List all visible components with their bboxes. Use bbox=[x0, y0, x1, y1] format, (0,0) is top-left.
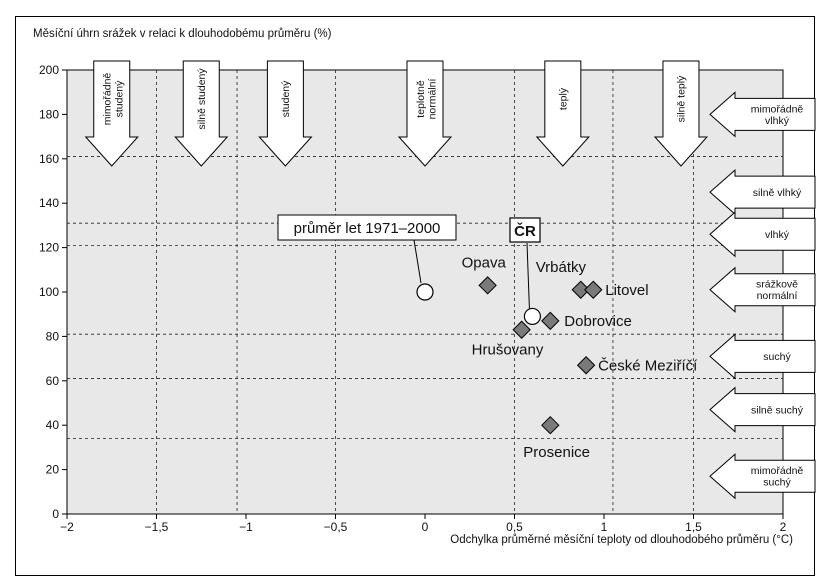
station-label: Prosenice bbox=[523, 444, 590, 461]
precipitation-category-arrow bbox=[709, 333, 816, 380]
cr-point bbox=[523, 307, 542, 326]
precipitation-category-arrow bbox=[709, 266, 816, 313]
y-tick-label: 200 bbox=[39, 63, 59, 77]
station-label: České Meziříčí bbox=[598, 357, 698, 374]
station-marker bbox=[571, 280, 590, 299]
precipitation-category-label: mimořádně vlhký bbox=[751, 103, 804, 127]
average-callout-pointer bbox=[413, 239, 422, 284]
station-label: Opava bbox=[462, 254, 507, 271]
x-tick-label: 1,5 bbox=[685, 520, 702, 534]
temperature-category-arrow bbox=[258, 60, 313, 167]
temperature-category-label: teplý bbox=[558, 87, 570, 110]
temperature-category-arrow bbox=[535, 60, 590, 167]
y-tick-label: 180 bbox=[39, 107, 59, 121]
cr-callout-pointer bbox=[526, 242, 530, 309]
precipitation-category-label: silně vlhký bbox=[753, 187, 802, 199]
y-tick-label: 20 bbox=[46, 463, 60, 477]
x-tick-label: 0,5 bbox=[506, 520, 523, 534]
x-tick-label: −1 bbox=[239, 520, 253, 534]
average-point bbox=[416, 283, 434, 301]
x-axis-title: Odchylka průměrné měsíční teploty od dlo… bbox=[450, 534, 793, 546]
y-tick-label: 160 bbox=[39, 152, 59, 166]
temperature-category-label: silně studený bbox=[196, 68, 208, 130]
station-marker bbox=[584, 280, 603, 299]
cr-callout-label: ČR bbox=[514, 222, 536, 240]
precipitation-category-label: suchý bbox=[763, 351, 791, 363]
temperature-category-arrow bbox=[653, 60, 709, 167]
y-tick-label: 0 bbox=[52, 507, 59, 521]
y-tick-label: 80 bbox=[46, 329, 60, 343]
y-tick-label: 60 bbox=[46, 374, 60, 388]
y-tick-label: 100 bbox=[39, 285, 59, 299]
temperature-category-label: teplotněnormální bbox=[415, 78, 439, 119]
temperature-category-arrow bbox=[174, 60, 229, 167]
station-label: Dobrovice bbox=[564, 313, 632, 330]
average-callout-box bbox=[277, 214, 457, 241]
precipitation-category-arrow bbox=[709, 91, 816, 138]
y-tick-label: 120 bbox=[39, 241, 59, 255]
precipitation-category-arrow bbox=[709, 453, 816, 500]
temperature-category-arrow bbox=[397, 60, 453, 167]
station-marker bbox=[478, 276, 497, 295]
y-axis-title: Měsíční úhrn srážek v relaci k dlouhodob… bbox=[33, 28, 332, 40]
temperature-category-label: mimořádněstudený bbox=[102, 73, 126, 126]
temperature-category-label: studený bbox=[280, 80, 292, 118]
x-tick-label: −2 bbox=[60, 520, 74, 534]
x-tick-label: −0,5 bbox=[324, 520, 348, 534]
temperature-category-label: silně teplý bbox=[676, 75, 688, 122]
y-tick-label: 140 bbox=[39, 196, 59, 210]
precipitation-category-label: vlhký bbox=[765, 229, 790, 241]
station-label: Litovel bbox=[605, 282, 648, 299]
precipitation-category-arrow bbox=[709, 386, 816, 433]
station-marker bbox=[541, 311, 560, 331]
station-marker bbox=[576, 356, 596, 375]
y-tick-label: 40 bbox=[46, 418, 60, 432]
precipitation-category-label: srážkově normální bbox=[756, 279, 798, 303]
precipitation-category-label: mimořádně suchý bbox=[751, 465, 804, 489]
station-label: Hrušovany bbox=[472, 342, 544, 359]
x-tick-label: 2 bbox=[780, 520, 787, 534]
x-tick-label: 1 bbox=[601, 520, 608, 534]
x-tick-label: 0 bbox=[422, 520, 429, 534]
x-tick-label: −1,5 bbox=[145, 520, 169, 534]
average-callout-label: průměr let 1971–2000 bbox=[294, 220, 441, 237]
temperature-category-arrow bbox=[84, 60, 139, 167]
precipitation-category-label: silně suchý bbox=[751, 404, 804, 416]
precipitation-category-arrow bbox=[709, 211, 816, 258]
station-marker bbox=[541, 415, 560, 435]
station-marker bbox=[512, 320, 531, 339]
station-label: Vrbátky bbox=[536, 259, 587, 276]
cr-callout-box bbox=[509, 217, 541, 243]
